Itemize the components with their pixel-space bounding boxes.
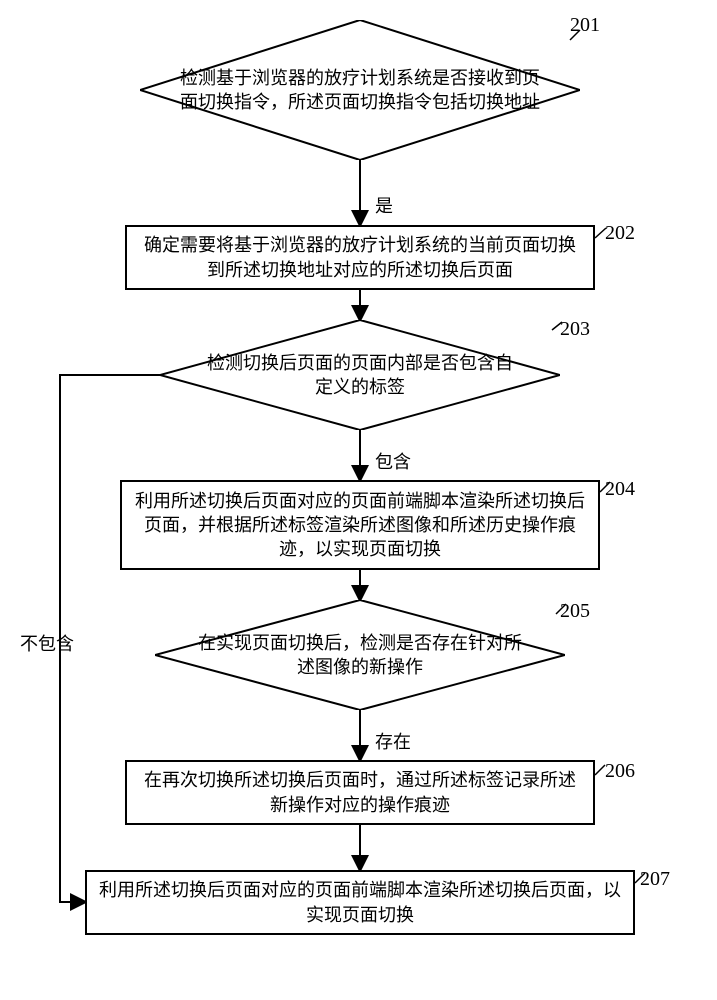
edge-label: 存在 bbox=[375, 728, 411, 754]
process-box: 在再次切换所述切换后页面时，通过所述标签记录所述新操作对应的操作痕迹 bbox=[125, 760, 595, 825]
node-text: 在再次切换所述切换后页面时，通过所述标签记录所述新操作对应的操作痕迹 bbox=[137, 768, 583, 817]
step-number: 207 bbox=[640, 868, 670, 891]
step-number: 206 bbox=[605, 760, 635, 783]
step-number: 203 bbox=[560, 318, 590, 341]
step-number: 201 bbox=[570, 14, 600, 37]
node-text: 检测切换后页面的页面内部是否包含自定义的标签 bbox=[200, 351, 520, 400]
decision-box: 在实现页面切换后，检测是否存在针对所述图像的新操作 bbox=[155, 600, 565, 710]
process-box: 确定需要将基于浏览器的放疗计划系统的当前页面切换到所述切换地址对应的所述切换后页… bbox=[125, 225, 595, 290]
node-text: 利用所述切换后页面对应的页面前端脚本渲染所述切换后页面，并根据所述标签渲染所述图… bbox=[132, 489, 588, 562]
node-text: 利用所述切换后页面对应的页面前端脚本渲染所述切换后页面，以实现页面切换 bbox=[97, 878, 623, 927]
node-text: 检测基于浏览器的放疗计划系统是否接收到页面切换指令，所述页面切换指令包括切换地址 bbox=[180, 66, 540, 115]
flowchart-canvas: 检测基于浏览器的放疗计划系统是否接收到页面切换指令，所述页面切换指令包括切换地址… bbox=[0, 0, 717, 1000]
decision-box: 检测基于浏览器的放疗计划系统是否接收到页面切换指令，所述页面切换指令包括切换地址 bbox=[140, 20, 580, 160]
process-box: 利用所述切换后页面对应的页面前端脚本渲染所述切换后页面，以实现页面切换 bbox=[85, 870, 635, 935]
step-number: 204 bbox=[605, 478, 635, 501]
node-text: 确定需要将基于浏览器的放疗计划系统的当前页面切换到所述切换地址对应的所述切换后页… bbox=[137, 233, 583, 282]
decision-box: 检测切换后页面的页面内部是否包含自定义的标签 bbox=[160, 320, 560, 430]
edge-label: 包含 bbox=[375, 448, 411, 474]
node-text: 在实现页面切换后，检测是否存在针对所述图像的新操作 bbox=[195, 631, 525, 680]
edge-label: 是 bbox=[375, 192, 393, 218]
edge-label: 不包含 bbox=[20, 630, 74, 656]
step-number: 205 bbox=[560, 600, 590, 623]
step-number: 202 bbox=[605, 222, 635, 245]
process-box: 利用所述切换后页面对应的页面前端脚本渲染所述切换后页面，并根据所述标签渲染所述图… bbox=[120, 480, 600, 570]
